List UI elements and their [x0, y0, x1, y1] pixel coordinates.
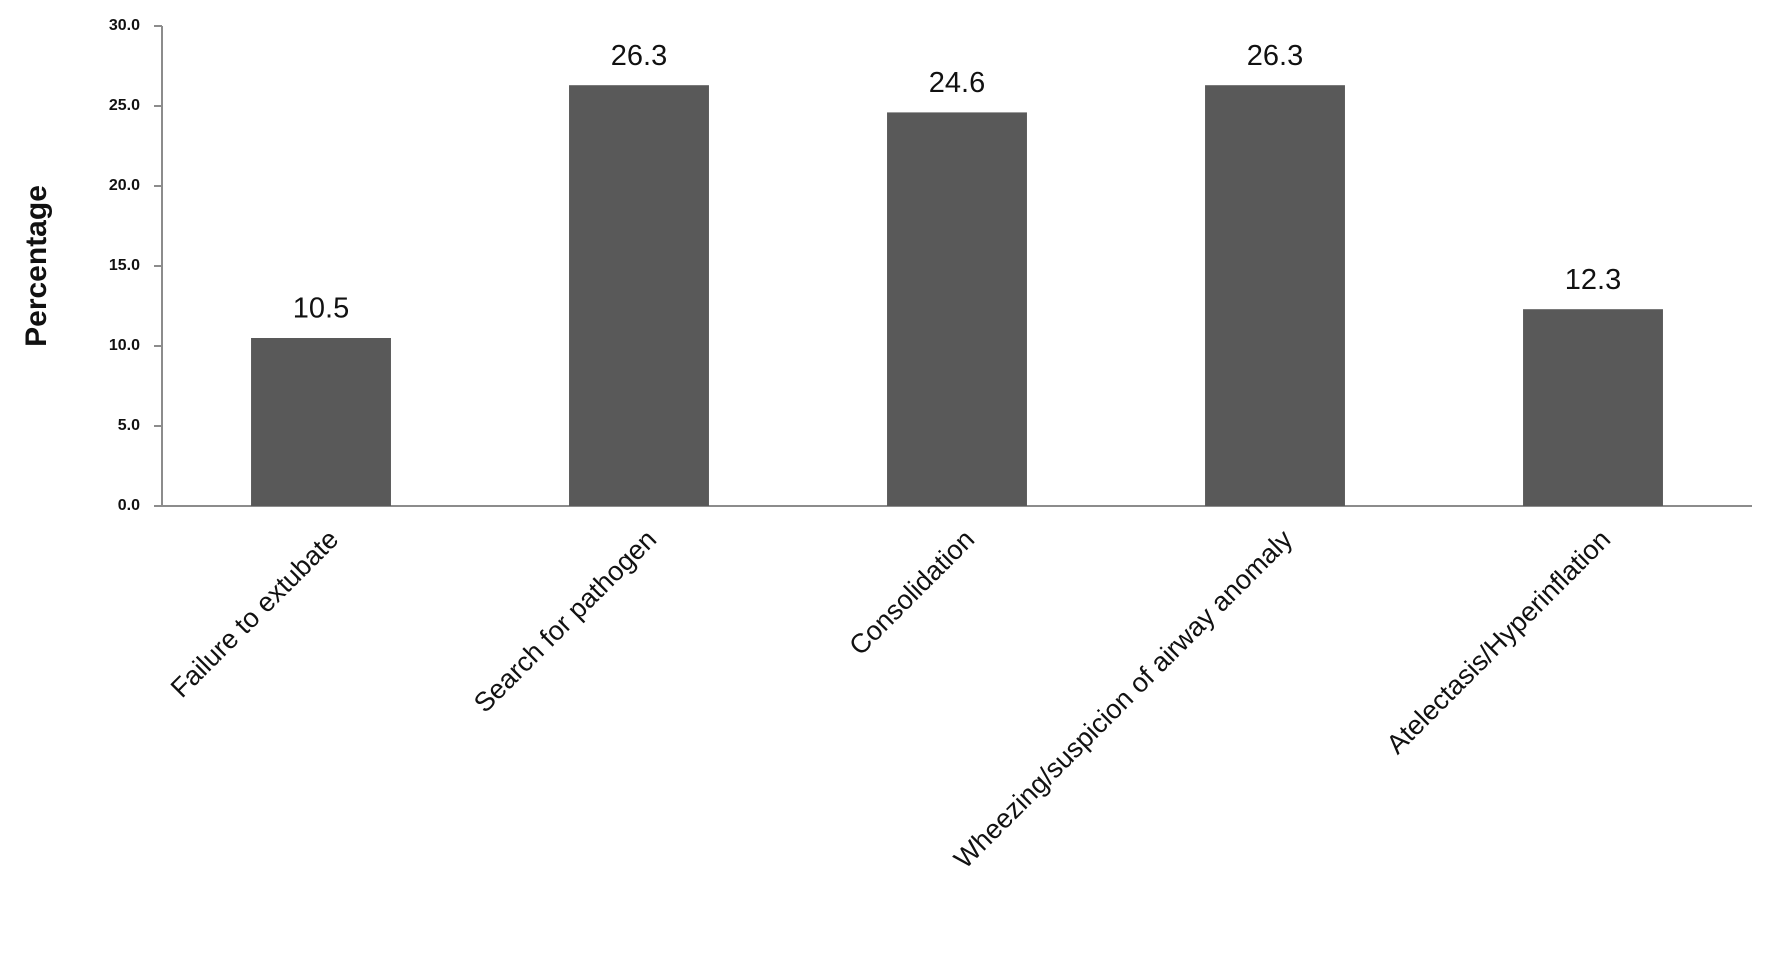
y-tick-label: 10.0: [109, 337, 140, 354]
bar: [1523, 309, 1663, 506]
y-tick-label: 0.0: [118, 497, 140, 514]
x-tick-label: Atelectasis/Hyperinflation: [1381, 524, 1617, 760]
y-axis-label: Percentage: [20, 185, 53, 347]
y-tick-label: 25.0: [109, 97, 140, 114]
bar: [1205, 85, 1345, 506]
y-tick-label: 20.0: [109, 177, 140, 194]
bar: [569, 85, 709, 506]
value-label: 26.3: [611, 40, 667, 72]
x-tick-label: Search for pathogen: [468, 524, 662, 718]
value-label: 10.5: [293, 293, 349, 325]
x-tick-label: Wheezing/suspicion of airway anomaly: [948, 524, 1299, 875]
value-label: 26.3: [1247, 40, 1303, 72]
bar: [251, 338, 391, 506]
y-tick-label: 15.0: [109, 257, 140, 274]
value-label: 24.6: [929, 67, 985, 99]
y-tick-label: 30.0: [109, 17, 140, 34]
x-tick-label: Failure to extubate: [165, 524, 344, 703]
value-label: 12.3: [1565, 264, 1621, 296]
y-tick-label: 5.0: [118, 417, 140, 434]
x-tick-label: Consolidation: [843, 524, 980, 661]
bar: [887, 112, 1027, 507]
